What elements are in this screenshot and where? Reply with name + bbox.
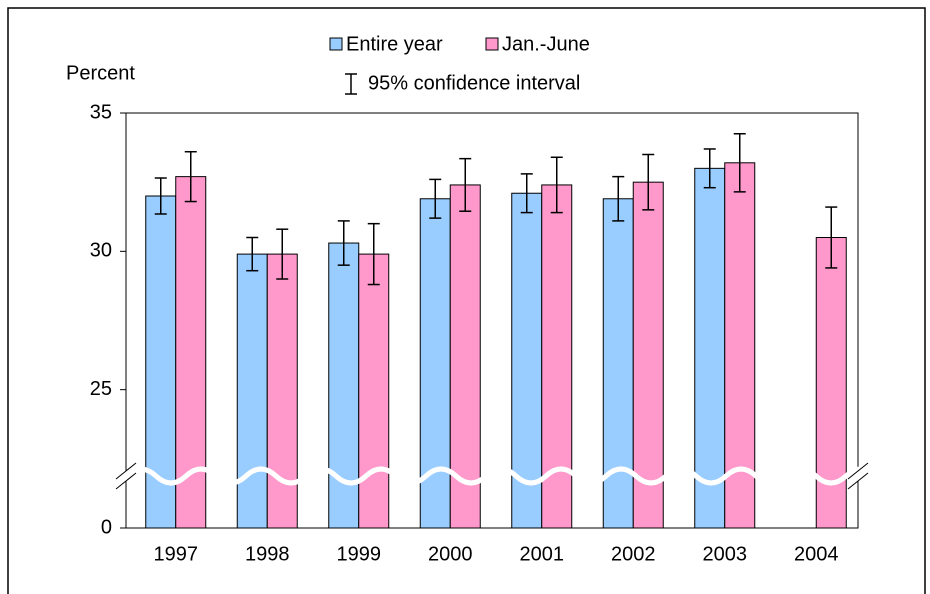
x-tick-label: 1997 <box>154 543 199 565</box>
x-tick-label: 2001 <box>520 543 565 565</box>
x-tick-label: 2000 <box>428 543 473 565</box>
x-tick-label: 1998 <box>245 543 290 565</box>
bar <box>632 181 664 529</box>
bar <box>266 253 298 529</box>
y-axis-label: Percent <box>66 62 135 84</box>
x-tick-label: 2002 <box>611 543 656 565</box>
bar <box>511 192 543 529</box>
axis-break-mark <box>115 472 137 490</box>
legend-label: 95% confidence interval <box>368 72 580 94</box>
x-tick-label: 2003 <box>703 543 748 565</box>
legend-swatch <box>485 37 499 51</box>
x-tick-label: 1999 <box>337 543 382 565</box>
bar <box>694 167 726 529</box>
axis-break-gap <box>118 471 134 481</box>
legend-label: Jan.-June <box>502 33 590 55</box>
y-tick-label: 30 <box>90 240 112 262</box>
bar <box>602 198 634 529</box>
bar <box>449 184 481 529</box>
y-tick-label: 25 <box>90 378 112 400</box>
axis-break-mark <box>847 472 869 490</box>
bar <box>358 253 390 529</box>
legend-label: Entire year <box>346 33 443 55</box>
axis-break-mark <box>115 462 137 480</box>
axis-break-mark <box>847 462 869 480</box>
axis-break-gap <box>850 471 866 481</box>
y-tick-label: 35 <box>90 101 112 123</box>
axis-break <box>122 466 878 486</box>
y-tick-label: 0 <box>101 516 112 538</box>
x-tick-label: 2004 <box>794 543 839 565</box>
bar <box>236 253 268 529</box>
legend-swatch <box>329 37 343 51</box>
